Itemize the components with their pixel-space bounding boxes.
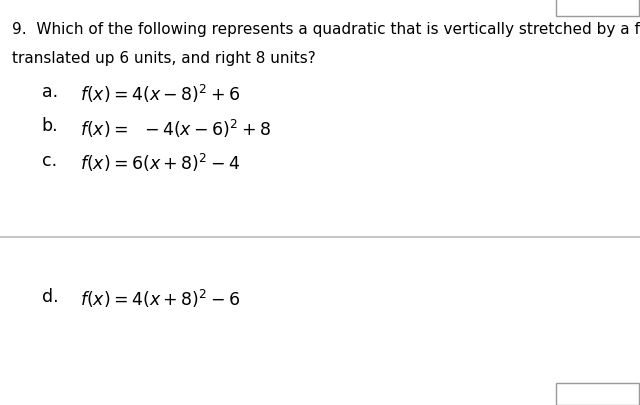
Text: d.: d.: [42, 288, 58, 305]
Text: b.: b.: [42, 117, 58, 135]
Text: $f(x) = 6(x + 8)^2 - 4$: $f(x) = 6(x + 8)^2 - 4$: [80, 152, 240, 174]
Text: c.: c.: [42, 152, 57, 170]
Text: $f(x) = 4(x + 8)^2 - 6$: $f(x) = 4(x + 8)^2 - 6$: [80, 288, 240, 310]
Text: $f(x) = \;\; - 4(x - 6)^2 + 8$: $f(x) = \;\; - 4(x - 6)^2 + 8$: [80, 117, 271, 140]
Text: $f(x) = 4(x - 8)^2 + 6$: $f(x) = 4(x - 8)^2 + 6$: [80, 83, 240, 105]
Text: 9.  Which of the following represents a quadratic that is vertically stretched b: 9. Which of the following represents a q…: [12, 22, 640, 37]
Bar: [556, 383, 639, 405]
Text: translated up 6 units, and right 8 units?: translated up 6 units, and right 8 units…: [12, 51, 316, 66]
Bar: [556, 0, 639, 16]
Text: a.: a.: [42, 83, 58, 101]
